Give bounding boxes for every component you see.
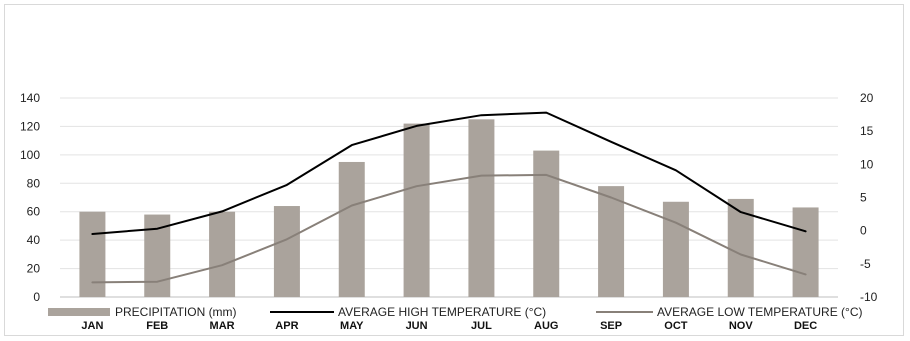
precipitation-bar bbox=[273, 206, 300, 297]
right-axis-ticks: -10 -5 0 5 10 15 20 bbox=[860, 91, 878, 304]
low-temperature-line bbox=[91, 173, 807, 284]
precipitation-bar bbox=[79, 211, 106, 297]
left-tick-label: 100 bbox=[20, 148, 40, 162]
right-tick-label: 10 bbox=[860, 157, 874, 171]
precipitation-bar bbox=[727, 198, 754, 297]
legend: PRECIPITATION (mm) AVERAGE HIGH TEMPERAT… bbox=[48, 305, 863, 319]
right-tick-label: 15 bbox=[860, 124, 874, 138]
month-label: FEB bbox=[146, 320, 168, 332]
gridlines bbox=[60, 97, 838, 298]
month-labels: JAN FEB MAR APR MAY JUN JUL AUG SEP OCT NOV DEC bbox=[81, 320, 817, 332]
right-tick-label: -5 bbox=[860, 257, 871, 271]
month-label: JAN bbox=[81, 320, 103, 332]
left-tick-label: 60 bbox=[27, 205, 41, 219]
right-tick-label: 20 bbox=[860, 91, 874, 105]
left-tick-label: 20 bbox=[27, 262, 41, 276]
precipitation-bar bbox=[792, 207, 819, 297]
legend-label-high-temperature: AVERAGE HIGH TEMPERATURE (°C) bbox=[338, 305, 546, 319]
month-label: MAY bbox=[340, 320, 364, 332]
precipitation-bar bbox=[598, 186, 625, 297]
month-label: OCT bbox=[664, 320, 688, 332]
legend-label-precipitation: PRECIPITATION (mm) bbox=[115, 305, 237, 319]
high-temperature-line bbox=[91, 111, 807, 235]
month-label: JUN bbox=[406, 320, 428, 332]
left-tick-label: 0 bbox=[33, 290, 40, 304]
right-tick-label: 0 bbox=[860, 224, 867, 238]
precipitation-bar bbox=[403, 123, 430, 297]
precipitation-bar bbox=[338, 161, 365, 297]
month-label: JUL bbox=[471, 320, 492, 332]
temperature-lines bbox=[91, 111, 807, 284]
left-axis-ticks: 0 20 40 60 80 100 120 140 bbox=[20, 91, 40, 304]
left-tick-label: 80 bbox=[27, 176, 41, 190]
right-tick-label: -10 bbox=[860, 290, 878, 304]
right-tick-label: 5 bbox=[860, 191, 867, 205]
legend-swatch-precipitation bbox=[48, 308, 110, 316]
precipitation-bar bbox=[662, 201, 689, 297]
precipitation-bars bbox=[79, 119, 819, 297]
left-tick-label: 120 bbox=[20, 119, 40, 133]
month-label: NOV bbox=[729, 320, 754, 332]
chart-frame bbox=[4, 4, 904, 336]
month-label: SEP bbox=[600, 320, 622, 332]
month-label: APR bbox=[275, 320, 298, 332]
left-tick-label: 140 bbox=[20, 91, 40, 105]
legend-label-low-temperature: AVERAGE LOW TEMPERATURE (°C) bbox=[657, 305, 863, 319]
month-label: DEC bbox=[794, 320, 817, 332]
precipitation-bar bbox=[209, 211, 236, 297]
month-label: MAR bbox=[210, 320, 235, 332]
left-tick-label: 40 bbox=[27, 233, 41, 247]
month-label: AUG bbox=[534, 320, 558, 332]
precipitation-bar bbox=[468, 119, 495, 297]
precipitation-bar bbox=[533, 150, 560, 297]
